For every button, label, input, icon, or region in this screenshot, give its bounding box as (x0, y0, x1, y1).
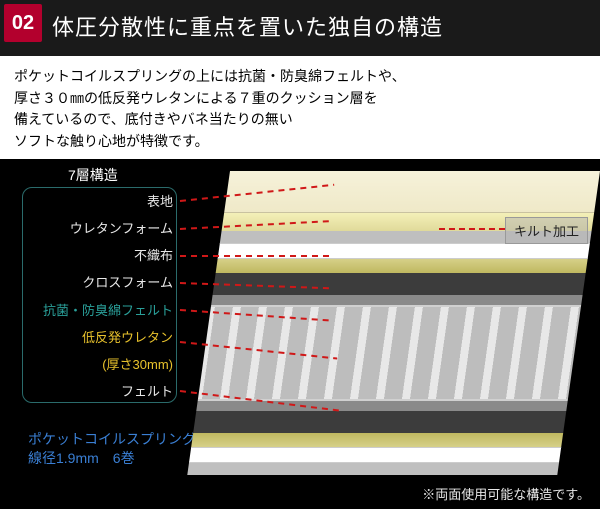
diagram-footnote: ※両面使用可能な構造です。 (422, 484, 590, 503)
spring-label: ポケットコイルスプリング線径1.9mm 6巻 (28, 430, 196, 469)
layer-memory-foam (213, 273, 586, 295)
mattress-diagram: 7層構造 表地ウレタンフォーム不織布クロスフォーム抗菌・防臭綿フェルト低反発ウレ… (0, 159, 600, 509)
layer-pocket-spring (198, 305, 581, 401)
section-title: 7層構造 (68, 165, 118, 185)
layer-quilt-top (224, 171, 600, 213)
layer-label: 低反発ウレタン (28, 329, 173, 347)
layer-label: ウレタンフォーム (28, 220, 173, 238)
section-number-badge: 02 (4, 4, 42, 42)
header-bar: 02 体圧分散性に重点を置いた独自の構造 (0, 0, 600, 56)
layer-felt (211, 295, 582, 305)
layer-cross-foam-bottom (189, 447, 561, 463)
description-text: ポケットコイルスプリングの上には抗菌・防臭綿フェルトや、厚さ３０㎜の低反発ウレタ… (0, 56, 600, 159)
layer-antibacterial-felt (216, 259, 588, 273)
layer-labels: 表地ウレタンフォーム不織布クロスフォーム抗菌・防臭綿フェルト低反発ウレタン (厚さ… (28, 193, 173, 411)
layer-memory-foam-bottom (193, 411, 566, 433)
layer-nonwoven-bottom (187, 463, 559, 475)
quilt-callout-label: キルト加工 (505, 217, 588, 244)
quilt-callout-leader (439, 228, 505, 230)
layer-label: クロスフォーム (28, 274, 173, 292)
layer-label: 不織布 (28, 247, 173, 265)
layer-cross-foam (218, 243, 590, 259)
layer-label: 表地 (28, 193, 173, 211)
layer-felt-bottom (196, 401, 567, 411)
layer-label: フェルト (28, 383, 173, 401)
layer-label: 抗菌・防臭綿フェルト (28, 302, 173, 320)
quilt-callout: キルト加工 (505, 217, 588, 244)
layer-label: (厚さ30mm) (28, 356, 173, 374)
layer-antibacterial-felt-bottom (191, 433, 563, 447)
header-title: 体圧分散性に重点を置いた独自の構造 (0, 0, 600, 56)
